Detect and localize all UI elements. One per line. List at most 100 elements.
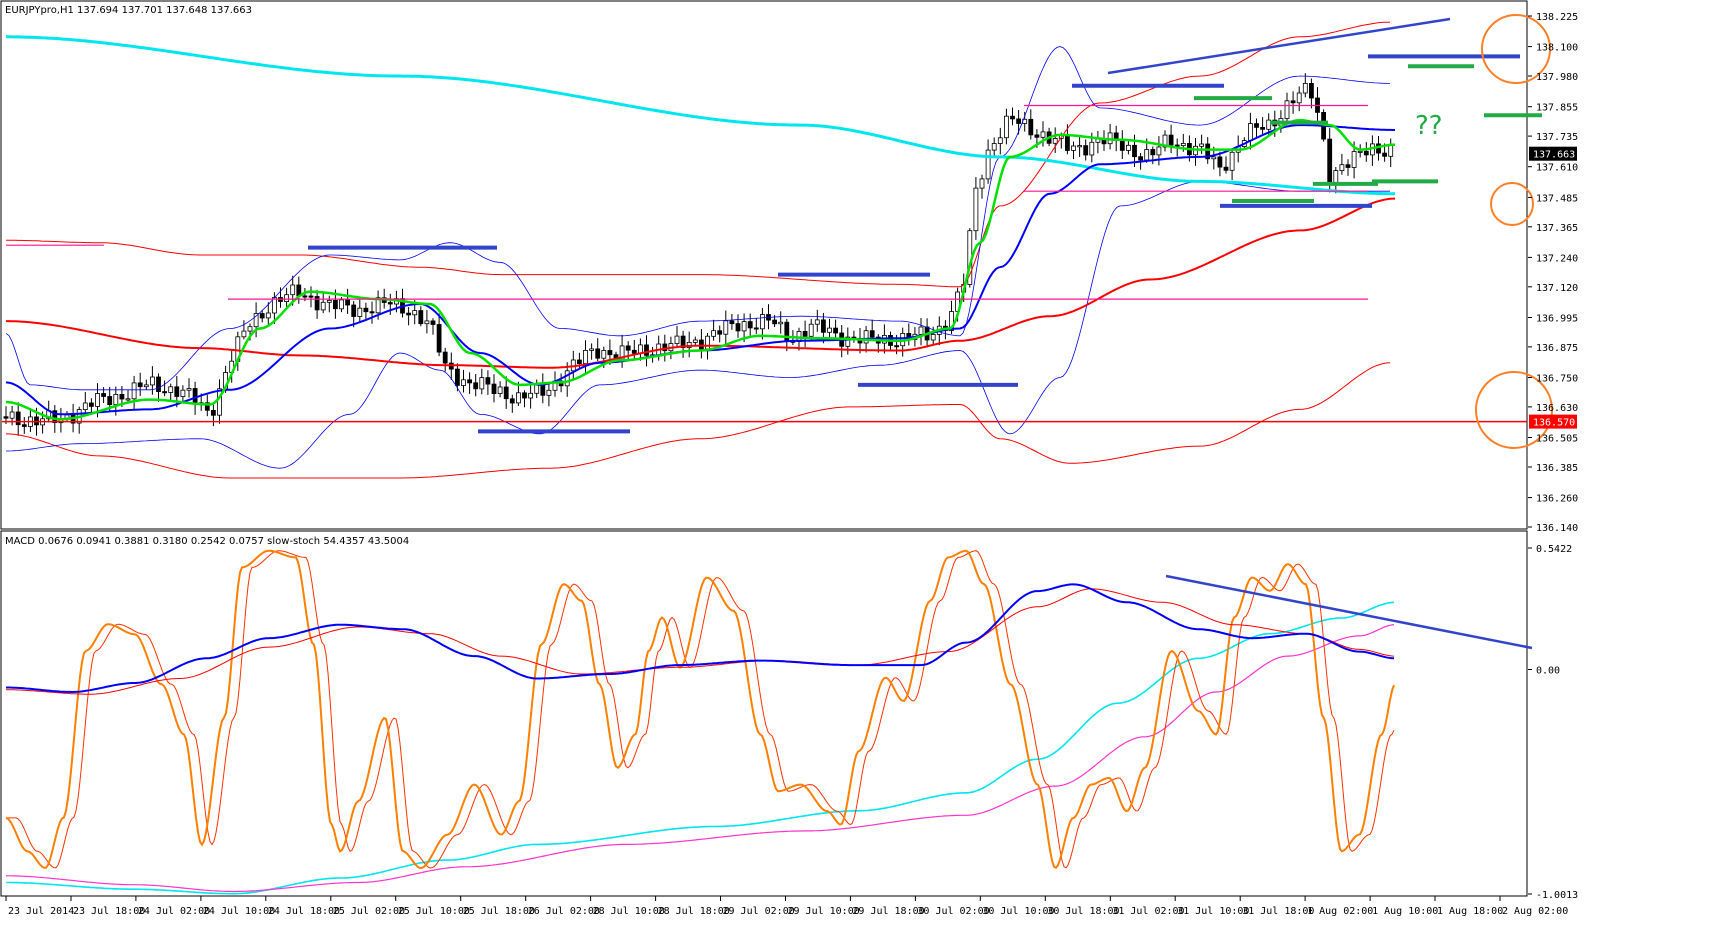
candle-body	[186, 388, 192, 391]
candle-body	[991, 143, 997, 151]
candle-body	[1382, 152, 1387, 157]
candle-body	[1363, 150, 1369, 156]
orange-circle	[1490, 182, 1534, 226]
candle-body	[778, 321, 784, 325]
candle-body	[930, 333, 936, 341]
candle-body	[1302, 83, 1308, 94]
blue-trendline	[1107, 17, 1451, 75]
candle-body	[1290, 100, 1296, 104]
candle-body	[564, 370, 570, 387]
candle-body	[1223, 166, 1229, 171]
candle-body	[1211, 156, 1217, 160]
price-panel	[0, 0, 1528, 530]
x-tick-label: 26 Jul 02:00	[528, 906, 600, 917]
price-tick-label: 136.260	[1536, 494, 1578, 505]
price-tick-label: 137.485	[1536, 193, 1578, 204]
candle-body	[1345, 164, 1351, 168]
candle-body	[369, 311, 375, 314]
price-tick-label: 138.225	[1536, 12, 1578, 23]
candle-body	[827, 327, 832, 333]
candle-body	[1150, 149, 1156, 156]
candle-body	[760, 314, 765, 330]
candle-body	[949, 311, 954, 331]
macd-trendline	[1165, 574, 1533, 650]
macd-tick-label: 0.5422	[1536, 544, 1572, 555]
macd-line	[6, 583, 1395, 694]
candle-body	[1266, 119, 1272, 130]
x-tick-label: 2 Aug 02:00	[1502, 906, 1568, 917]
candle-body	[3, 416, 9, 419]
candle-body	[662, 343, 668, 352]
candle-body	[339, 299, 344, 310]
candle-body	[113, 393, 119, 405]
candle-body	[1004, 115, 1009, 139]
candle-body	[833, 327, 838, 334]
candle-body	[424, 320, 430, 325]
x-tick-label: 31 Jul 10:00	[1177, 906, 1249, 917]
candle-body	[1205, 143, 1211, 160]
candle-body	[1376, 143, 1381, 154]
candle-body	[845, 336, 851, 347]
x-tick-label: 29 Jul 10:00	[788, 906, 860, 917]
price-tick-label: 136.630	[1536, 403, 1578, 414]
candle-body	[979, 178, 985, 189]
candle-body	[101, 393, 106, 397]
candle-body	[997, 137, 1003, 144]
candle-body	[1156, 146, 1162, 156]
candle-body	[52, 410, 58, 424]
candle-body	[217, 388, 222, 416]
candle-body	[741, 321, 747, 332]
x-tick-label: 24 Jul 10:00	[203, 906, 275, 917]
x-tick-label: 31 Jul 02:00	[1112, 906, 1184, 917]
candle-body	[1254, 123, 1259, 128]
x-tick-label: 25 Jul 02:00	[333, 906, 405, 917]
candle-body	[1162, 134, 1168, 148]
x-tick-label: 29 Jul 18:00	[852, 906, 924, 917]
candle-body	[1168, 134, 1174, 146]
candle-body	[89, 402, 94, 407]
axis-layer: 138.225 138.100 137.980 137.855 137.735 137.6…	[5, 12, 1578, 917]
price-tick-label: 136.385	[1536, 463, 1578, 474]
candle-body	[1052, 137, 1058, 144]
candle-body	[21, 424, 27, 427]
x-tick-label: 1 Aug 18:00	[1437, 906, 1503, 917]
envelope-lower	[6, 362, 1391, 479]
candle-body	[1284, 100, 1290, 119]
candle-body	[528, 392, 533, 399]
candle-body	[174, 386, 180, 397]
cyan-ma	[6, 35, 1395, 196]
bollinger-lower	[6, 180, 1390, 469]
candle-body	[1327, 138, 1333, 184]
x-tick-label: 24 Jul 18:00	[268, 906, 340, 917]
question-annotation: ??	[1415, 111, 1443, 141]
red-ma	[6, 197, 1395, 369]
price-tick-label: 137.735	[1536, 132, 1578, 143]
candle-body	[351, 304, 357, 317]
candle-body	[345, 299, 351, 306]
price-tick-label: 137.120	[1536, 283, 1578, 294]
price-tick-label: 138.100	[1536, 43, 1578, 54]
x-tick-label: 23 Jul 2014	[8, 906, 74, 917]
candle-body	[387, 302, 393, 305]
candle-body	[601, 350, 607, 359]
candle-body	[461, 379, 466, 386]
candle-body	[1040, 131, 1046, 138]
macd-title: MACD 0.0676 0.0941 0.3881 0.3180 0.2542 …	[5, 536, 409, 547]
candle-body	[1199, 143, 1204, 147]
x-tick-label: 28 Jul 18:00	[658, 906, 730, 917]
x-tick-label: 29 Jul 02:00	[723, 906, 795, 917]
price-tick-label: 136.505	[1536, 434, 1578, 445]
candle-body	[711, 330, 716, 337]
candle-body	[1248, 123, 1253, 141]
candle-body	[156, 376, 161, 393]
candle-body	[784, 321, 790, 342]
candle-body	[1180, 142, 1186, 146]
candle-body	[509, 398, 515, 404]
candle-body	[735, 323, 741, 332]
chart-title: EURJPYpro,H1 137.694 137.701 137.648 137…	[5, 5, 252, 16]
candle-body	[717, 330, 723, 335]
candle-body	[705, 335, 710, 350]
macd-signal-line	[6, 588, 1395, 695]
price-tick-label: 136.875	[1536, 343, 1578, 354]
stoch-line	[5, 549, 1395, 870]
